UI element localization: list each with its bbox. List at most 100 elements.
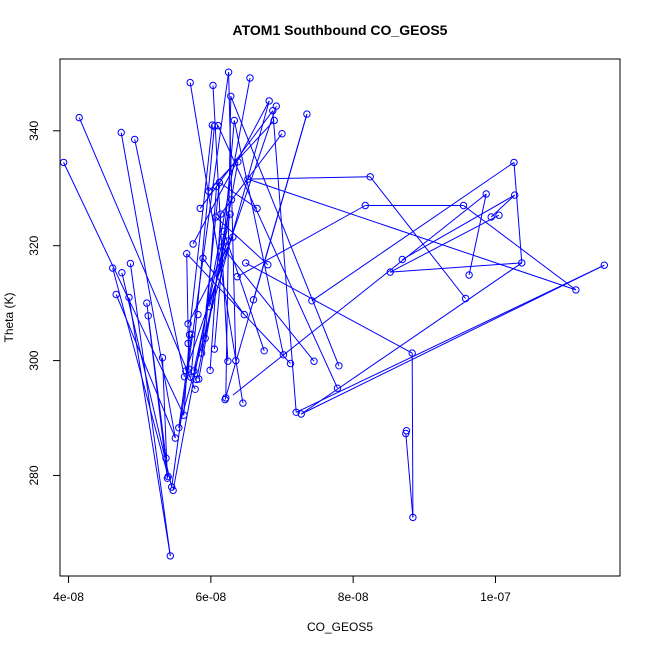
data-point bbox=[184, 339, 192, 348]
series-line-segment bbox=[245, 262, 413, 354]
data-point bbox=[297, 410, 305, 418]
series-line-segment bbox=[490, 194, 516, 218]
data-point bbox=[572, 286, 580, 294]
data-point bbox=[169, 486, 177, 495]
series-line-segment bbox=[217, 125, 338, 389]
data-point bbox=[482, 190, 490, 198]
data-point bbox=[361, 201, 369, 210]
x-tick-label: 4e-08 bbox=[53, 590, 84, 604]
y-tick-label: 300 bbox=[27, 350, 41, 370]
series-line-segment bbox=[178, 334, 193, 428]
series-line-segment bbox=[272, 110, 297, 413]
series-line-segment bbox=[128, 297, 171, 556]
series-line-segment bbox=[300, 264, 605, 415]
data-point bbox=[253, 204, 261, 213]
data-point bbox=[310, 357, 318, 365]
x-tick-label: 1e-07 bbox=[480, 590, 511, 604]
data-point bbox=[366, 173, 374, 181]
data-point bbox=[158, 354, 167, 362]
data-point bbox=[269, 107, 277, 115]
series-line-segment bbox=[78, 117, 196, 390]
data-point bbox=[286, 359, 295, 368]
data-point bbox=[112, 290, 120, 299]
data-point bbox=[143, 299, 151, 307]
series-line-segment bbox=[120, 132, 176, 439]
data-point bbox=[402, 427, 411, 435]
data-point bbox=[210, 345, 219, 353]
data-point bbox=[201, 334, 209, 342]
data-point bbox=[168, 483, 176, 491]
data-point bbox=[224, 68, 233, 76]
data-point bbox=[164, 472, 172, 481]
series-line-segment bbox=[300, 262, 523, 415]
data-point bbox=[166, 552, 175, 560]
plot-area bbox=[59, 68, 608, 560]
series-line-segment bbox=[468, 193, 487, 276]
data-point bbox=[272, 102, 280, 110]
series-line-segment bbox=[121, 272, 173, 488]
data-point bbox=[264, 261, 272, 269]
data-point bbox=[265, 97, 273, 105]
series-line-segment bbox=[295, 264, 605, 413]
data-point bbox=[402, 429, 410, 438]
series-line-segment bbox=[389, 214, 500, 273]
data-point bbox=[242, 259, 250, 267]
data-point bbox=[292, 408, 300, 416]
series-line-segment bbox=[233, 120, 284, 355]
series-line-segment bbox=[232, 193, 487, 396]
series-line-segment bbox=[463, 205, 577, 291]
data-point bbox=[199, 254, 207, 262]
series-line-segment bbox=[219, 182, 258, 209]
data-point bbox=[408, 349, 416, 357]
series-line-segment bbox=[402, 194, 515, 260]
data-point bbox=[226, 210, 234, 218]
data-point bbox=[183, 250, 191, 258]
data-point bbox=[196, 204, 204, 213]
series-line-segment bbox=[201, 182, 220, 354]
series-line-segment bbox=[311, 161, 515, 302]
y-axis-label: Theta (K) bbox=[2, 292, 16, 342]
data-point bbox=[600, 261, 608, 269]
data-point bbox=[191, 385, 199, 393]
data-point bbox=[190, 367, 198, 375]
data-point bbox=[240, 310, 249, 319]
data-point bbox=[171, 434, 180, 442]
data-point bbox=[459, 201, 468, 210]
data-point bbox=[386, 268, 394, 276]
data-point bbox=[109, 264, 117, 272]
data-point bbox=[398, 255, 406, 264]
data-point bbox=[184, 320, 192, 328]
data-point bbox=[229, 233, 237, 241]
data-point bbox=[234, 158, 242, 166]
data-point bbox=[487, 213, 495, 221]
series-line-segment bbox=[186, 253, 291, 364]
data-point bbox=[75, 113, 83, 122]
data-point bbox=[233, 273, 241, 281]
x-axis-label: CO_GEOS5 bbox=[307, 620, 373, 634]
data-point bbox=[227, 92, 235, 101]
data-point bbox=[308, 297, 316, 305]
data-point bbox=[335, 362, 343, 370]
series-line-segment bbox=[115, 294, 176, 439]
data-point bbox=[218, 243, 226, 251]
x-tick-label: 8e-08 bbox=[338, 590, 369, 604]
series-line-segment bbox=[411, 353, 414, 518]
data-point bbox=[185, 365, 193, 373]
data-point bbox=[279, 351, 288, 359]
data-point bbox=[260, 347, 268, 355]
series-line-segment bbox=[147, 315, 168, 479]
data-point bbox=[511, 191, 519, 199]
data-point bbox=[131, 135, 139, 144]
series-line-segment bbox=[247, 176, 371, 180]
data-point bbox=[197, 349, 206, 357]
data-point bbox=[510, 158, 518, 167]
series-line-segment bbox=[221, 246, 315, 362]
data-point bbox=[518, 259, 526, 267]
series-line-segment bbox=[208, 240, 228, 307]
data-point bbox=[224, 357, 232, 365]
data-point bbox=[214, 121, 222, 130]
series-line-segment bbox=[189, 82, 244, 404]
series-line-segment bbox=[247, 178, 577, 291]
data-point bbox=[189, 240, 197, 248]
